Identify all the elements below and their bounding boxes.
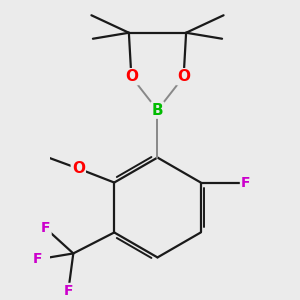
Text: O: O (72, 161, 85, 176)
Text: O: O (125, 69, 138, 84)
Text: B: B (152, 103, 163, 118)
Text: O: O (177, 69, 190, 84)
Text: F: F (241, 176, 250, 190)
Text: F: F (64, 284, 73, 298)
Text: F: F (33, 252, 42, 266)
Text: F: F (41, 221, 51, 236)
